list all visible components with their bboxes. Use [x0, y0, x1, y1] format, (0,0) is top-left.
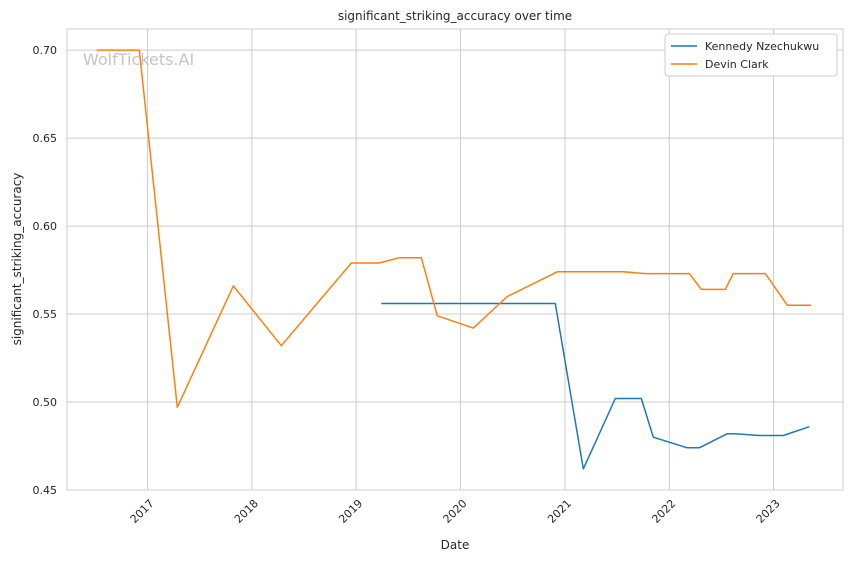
y-axis-label: significant_striking_accuracy — [10, 173, 24, 346]
watermark: WolfTickets.AI — [83, 50, 194, 69]
legend: Kennedy Nzechukwu Devin Clark — [664, 33, 838, 77]
y-tick-label: 0.65 — [33, 132, 58, 145]
y-axis-ticks: 0.45 0.50 0.55 0.60 0.65 0.70 — [33, 44, 58, 497]
y-tick-label: 0.45 — [33, 484, 58, 497]
chart-title: significant_striking_accuracy over time — [338, 9, 572, 23]
series-layer — [97, 49, 812, 470]
y-tick-label: 0.60 — [33, 220, 58, 233]
legend-label-devin: Devin Clark — [705, 58, 769, 71]
series-line-1 — [97, 49, 812, 409]
y-tick-label: 0.50 — [33, 396, 58, 409]
y-tick-label: 0.70 — [33, 44, 58, 57]
legend-box — [664, 33, 838, 77]
x-axis-label: Date — [441, 538, 470, 552]
series-line-0 — [381, 302, 810, 470]
y-tick-label: 0.55 — [33, 308, 58, 321]
grid — [67, 29, 843, 491]
plot-frame — [66, 28, 844, 491]
legend-label-kennedy: Kennedy Nzechukwu — [705, 40, 819, 53]
